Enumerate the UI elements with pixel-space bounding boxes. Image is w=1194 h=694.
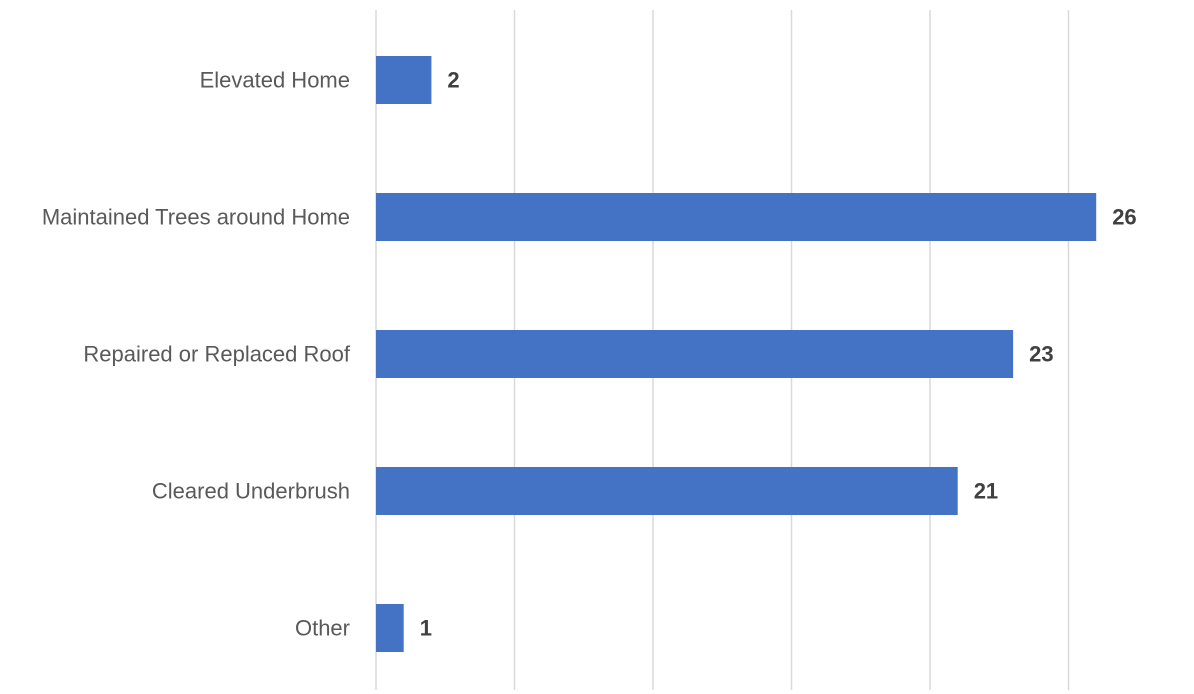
value-label-cleared-underbrush: 21 [974,479,998,504]
bar-cleared-underbrush [376,467,958,515]
category-label-elevated-home: Elevated Home [200,68,350,93]
bar-elevated-home [376,56,432,104]
value-label-elevated-home: 2 [447,68,459,93]
bars [376,56,1097,652]
value-label-repaired-or-replaced-roof: 23 [1029,342,1053,367]
category-label-cleared-underbrush: Cleared Underbrush [152,479,350,504]
value-label-maintained-trees-around-home: 26 [1112,205,1136,230]
data-labels: 2 26 23 21 1 [420,68,1137,641]
bar-maintained-trees-around-home [376,193,1097,241]
category-labels: Elevated Home Maintained Trees around Hom… [42,68,351,641]
value-label-other: 1 [420,616,432,641]
bar-repaired-or-replaced-roof [376,330,1014,378]
category-label-maintained-trees-around-home: Maintained Trees around Home [42,205,350,230]
bar-other [376,604,404,652]
category-label-repaired-or-replaced-roof: Repaired or Replaced Roof [83,342,350,367]
category-label-other: Other [295,616,350,641]
